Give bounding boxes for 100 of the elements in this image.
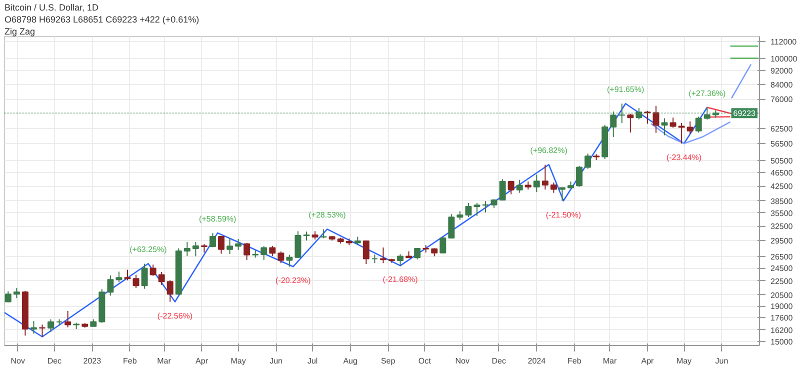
candlestick bbox=[508, 180, 514, 195]
candlestick bbox=[448, 214, 455, 239]
x-tick-label: Mar bbox=[602, 356, 617, 366]
candlestick bbox=[627, 113, 634, 134]
x-tick-label: Mar bbox=[157, 356, 172, 366]
y-tick-label: 20500 bbox=[770, 290, 794, 300]
annotation: (+58.59%) bbox=[199, 214, 237, 224]
candlestick bbox=[610, 111, 617, 138]
x-tick-label: Sep bbox=[380, 356, 396, 366]
candlestick bbox=[260, 246, 268, 260]
y-tick-label: 112000 bbox=[770, 37, 798, 46]
candlestick bbox=[141, 263, 148, 290]
candlestick bbox=[644, 110, 651, 124]
y-tick-label: 42500 bbox=[770, 182, 794, 191]
candlestick bbox=[158, 271, 165, 286]
y-tick-label: 92000 bbox=[770, 66, 794, 76]
annotation: (+96.82%) bbox=[530, 146, 568, 156]
x-tick-label: May bbox=[230, 356, 246, 366]
candlestick bbox=[132, 274, 140, 289]
y-tick-label: 32500 bbox=[770, 222, 794, 232]
x-tick-label: Dec bbox=[492, 356, 506, 366]
y-tick-label: 62500 bbox=[770, 124, 794, 134]
candlestick bbox=[704, 106, 710, 120]
y-tick-label: 17600 bbox=[770, 314, 794, 323]
y-tick-label: 46500 bbox=[770, 168, 794, 178]
candlestick bbox=[278, 251, 284, 264]
y-tick-label: 100000 bbox=[770, 54, 798, 64]
y-tick-label: 15000 bbox=[770, 337, 794, 346]
x-tick-label: Nov bbox=[455, 356, 470, 366]
candlestick bbox=[124, 269, 131, 281]
candlestick bbox=[218, 236, 224, 254]
candlestick bbox=[39, 324, 46, 338]
candlestick bbox=[116, 271, 122, 283]
chart-subtitle: O68798 H69263 L68651 C69223 +422 (+0.61%) bbox=[4, 14, 200, 24]
x-tick-label: Jul bbox=[307, 356, 318, 366]
y-tick-label: 56500 bbox=[770, 139, 794, 148]
y-tick-label: 76000 bbox=[770, 95, 794, 104]
candlestick bbox=[48, 318, 54, 332]
candlestick bbox=[636, 108, 642, 120]
x-tick-label: Oct bbox=[418, 356, 432, 366]
candlestick bbox=[533, 174, 540, 193]
line-series bbox=[4, 102, 708, 338]
annotation: (+28.53%) bbox=[308, 210, 346, 220]
candlestick bbox=[226, 237, 234, 254]
candlestick bbox=[209, 232, 216, 248]
candlestick bbox=[695, 116, 702, 134]
candlestick bbox=[30, 320, 37, 334]
x-tick-label: 2023 bbox=[83, 356, 102, 366]
candlestick bbox=[440, 236, 446, 254]
y-tick-label: 24500 bbox=[770, 264, 794, 274]
x-tick-label: Jun bbox=[270, 356, 283, 366]
annotation: (-22.56%) bbox=[157, 311, 193, 320]
candlestick bbox=[192, 242, 199, 257]
x-tick-label: Dec bbox=[47, 356, 62, 366]
annotation: (-21.50%) bbox=[546, 210, 582, 220]
candlestick bbox=[474, 202, 480, 216]
candlestick bbox=[397, 254, 404, 266]
candlestick bbox=[414, 248, 421, 260]
x-tick-label: May bbox=[676, 356, 692, 366]
candlestick bbox=[661, 118, 668, 136]
candlestick bbox=[294, 230, 302, 258]
y-tick-label: 22500 bbox=[770, 276, 794, 286]
candlestick bbox=[13, 288, 20, 299]
x-tick-label: Apr bbox=[196, 356, 208, 366]
text: Zig Zag bbox=[4, 26, 36, 36]
y-tick-label: 50500 bbox=[770, 156, 794, 166]
annotation: (+91.65%) bbox=[606, 85, 644, 94]
candlestick bbox=[670, 117, 676, 128]
candlestick bbox=[516, 179, 523, 194]
candlestick bbox=[4, 290, 12, 303]
candlestick bbox=[244, 242, 250, 260]
candlestick bbox=[64, 310, 72, 328]
y-tick-label: 35500 bbox=[770, 208, 794, 218]
x-tick-label: Aug bbox=[343, 356, 358, 366]
line-series bbox=[650, 121, 731, 144]
candlestick bbox=[184, 242, 190, 256]
candlestick bbox=[686, 120, 694, 135]
candlestick bbox=[542, 164, 548, 190]
y-tick-label: 38500 bbox=[770, 196, 794, 206]
chart-title: Bitcoin / U.S. Dollar, 1D bbox=[4, 2, 100, 12]
candlestick bbox=[550, 182, 557, 194]
x-tick-label: Jun bbox=[715, 356, 728, 366]
candlestick bbox=[107, 274, 114, 296]
y-tick-label: 29500 bbox=[770, 236, 794, 246]
candlestick bbox=[465, 202, 472, 218]
ref-line-label: 69223 bbox=[733, 109, 756, 118]
x-tick-label: 2024 bbox=[528, 356, 546, 366]
candlestick bbox=[584, 153, 592, 170]
x-tick-label: Feb bbox=[123, 356, 138, 366]
annotation: (-20.23%) bbox=[276, 276, 312, 286]
y-tick-label: 16200 bbox=[770, 326, 794, 335]
candlestick bbox=[362, 240, 370, 265]
candlestick bbox=[286, 254, 293, 268]
y-tick-label: 26500 bbox=[770, 252, 794, 262]
annotation: (+63.25%) bbox=[130, 245, 168, 254]
y-tick-label: 84000 bbox=[770, 80, 794, 90]
x-tick-label: Feb bbox=[568, 356, 582, 366]
candlestick bbox=[269, 245, 276, 256]
y-tick-label: 19000 bbox=[770, 302, 794, 312]
candlestick bbox=[576, 165, 583, 188]
